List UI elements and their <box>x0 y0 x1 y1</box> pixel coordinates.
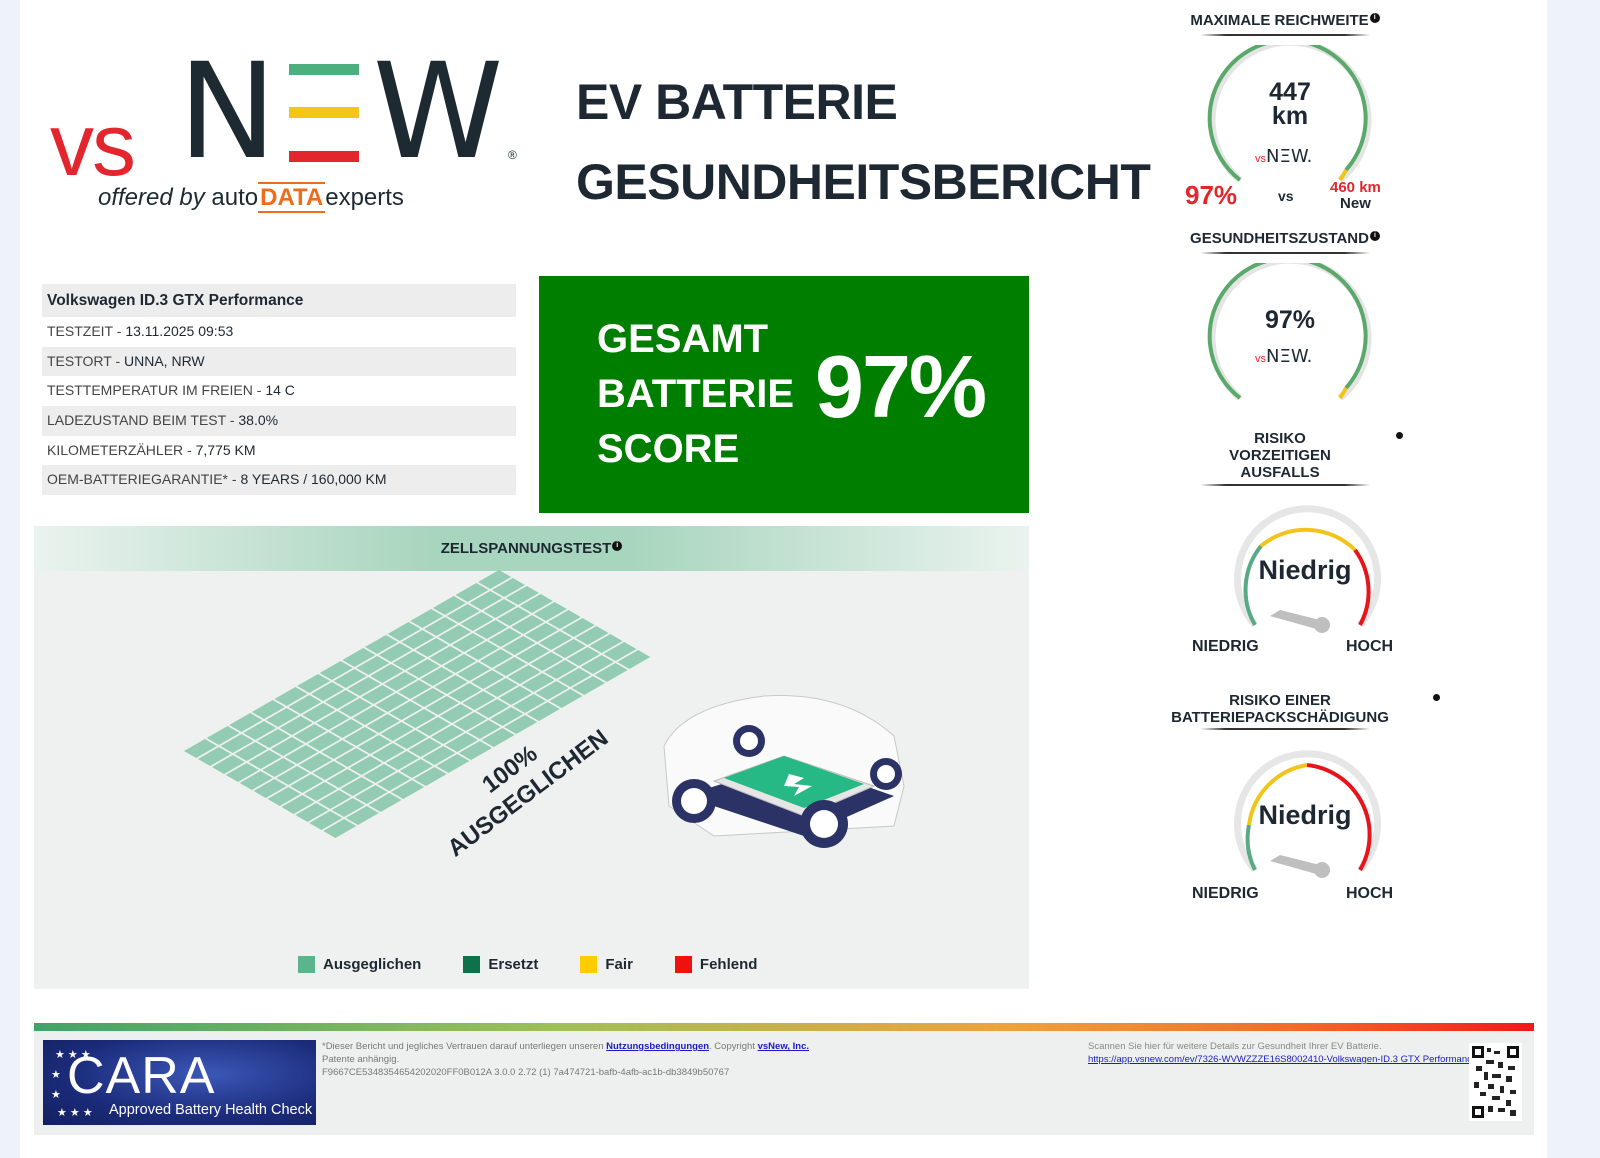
report-url-link[interactable]: https://app.vsnew.com/ev/7326-WVWZZZE16S… <box>1088 1054 1478 1065</box>
report-page: vs N W ® offered by autoDATAexperts EV B… <box>20 0 1547 1158</box>
info-row: LADEZUSTAND BEIM TEST - 38.0% <box>42 406 516 436</box>
premature-failure-title: RISIKO VORZEITIGEN AUSFALLS <box>1229 430 1331 481</box>
vehicle-name: Volkswagen ID.3 GTX Performance <box>42 284 516 317</box>
divider <box>1200 34 1370 36</box>
info-icon[interactable]: i <box>612 541 623 551</box>
cell-voltage-test-panel: ZELLSPANNUNGSTEST i 100% AUSGEGLICHEN Aus… <box>34 526 1029 989</box>
cell-test-header: ZELLSPANNUNGSTEST i <box>34 526 1029 571</box>
score-label: GESAMT BATTERIE SCORE <box>597 317 795 471</box>
premature-failure-gauge <box>1234 505 1381 633</box>
premature-failure-value: Niedrig <box>1258 555 1352 585</box>
pack-damage-value: Niedrig <box>1258 800 1352 830</box>
divider <box>1200 252 1370 254</box>
low-label: NIEDRIG <box>1192 885 1259 902</box>
info-icon[interactable]: i <box>1369 13 1380 23</box>
gradient-divider <box>34 1023 1534 1031</box>
high-label: HOCH <box>1346 885 1394 902</box>
vsnew-logo: vs N W ® offered by autoDATAexperts <box>50 35 517 213</box>
info-row: OEM-BATTERIEGARANTIE* - 8 YEARS / 160,00… <box>42 465 516 496</box>
range-vs: vs <box>1278 188 1294 204</box>
info-icon[interactable] <box>1396 432 1403 439</box>
score-value: 97% <box>815 337 987 436</box>
qr-code[interactable] <box>1469 1043 1522 1121</box>
pack-damage-title: RISIKO EINER BATTERIEPACKSCHÄDIGUNG <box>1171 692 1389 726</box>
range-title: MAXIMALE REICHWEITE i <box>1150 12 1420 29</box>
legend-item-replaced: Ersetzt <box>463 956 538 973</box>
cell-test-legend: Ausgeglichen Ersetzt Fair Fehlend <box>298 956 757 973</box>
page-title: EV BATTERIE GESUNDHEITSBERICHT <box>576 74 1151 210</box>
range-value: 447 km <box>1269 78 1311 130</box>
info-icon[interactable]: i <box>1369 231 1380 241</box>
range-new: 460 km New <box>1330 179 1381 212</box>
health-value: 97% <box>1264 306 1316 334</box>
overall-battery-score: GESAMT BATTERIE SCORE 97% <box>539 276 1029 513</box>
range-gauge <box>1207 45 1372 183</box>
cara-badge: ★ ★ ★ ★ ★ ★ ★ ★ CARA Approved Battery He… <box>43 1040 316 1125</box>
info-row: TESTTEMPERATUR IM FREIEN - 14 C <box>47 382 295 399</box>
logo-vs: vs <box>50 95 136 194</box>
divider <box>1200 728 1370 730</box>
health-gauge <box>1207 263 1372 401</box>
low-label: NIEDRIG <box>1192 638 1259 655</box>
disclaimer: *Dieser Bericht und jegliches Vertrauen … <box>322 1041 810 1078</box>
info-row: KILOMETERZÄHLER - 7,775 KM <box>47 441 256 458</box>
info-icon[interactable] <box>1433 694 1440 701</box>
logo-tagline: offered by autoDATAexperts <box>98 182 404 213</box>
mini-vsnew-logo: vsNΞW. <box>1255 146 1313 167</box>
legend-item-fair: Fair <box>580 956 633 973</box>
terms-link[interactable]: Nutzungsbedingungen <box>606 1041 710 1052</box>
company-link[interactable]: vsNew, Inc. <box>757 1041 810 1052</box>
high-label: HOCH <box>1346 638 1394 655</box>
info-row: TESTORT - UNNA, NRW <box>42 346 516 377</box>
info-row: TESTZEIT - 13.11.2025 09:53 <box>47 323 234 339</box>
footer: ★ ★ ★ ★ ★ ★ ★ ★ CARA Approved Battery He… <box>34 1031 1534 1135</box>
ev-car-illustration <box>663 695 905 848</box>
divider <box>1200 484 1370 486</box>
vehicle-info-table: Volkswagen ID.3 GTX Performance TESTZEIT… <box>42 284 516 496</box>
logo-e-stripes <box>288 64 359 162</box>
mini-vsnew-logo: vsNΞW. <box>1255 346 1313 367</box>
pack-damage-gauge <box>1234 750 1381 878</box>
legend-item-balanced: Ausgeglichen <box>298 956 421 973</box>
logo-new: N W <box>178 35 504 189</box>
scan-info: Scannen Sie hier für weitere Details zur… <box>1088 1041 1478 1065</box>
legend-item-missing: Fehlend <box>674 956 757 973</box>
range-percent: 97% <box>1185 180 1238 210</box>
health-title: GESUNDHEITSZUSTAND i <box>1150 230 1420 247</box>
